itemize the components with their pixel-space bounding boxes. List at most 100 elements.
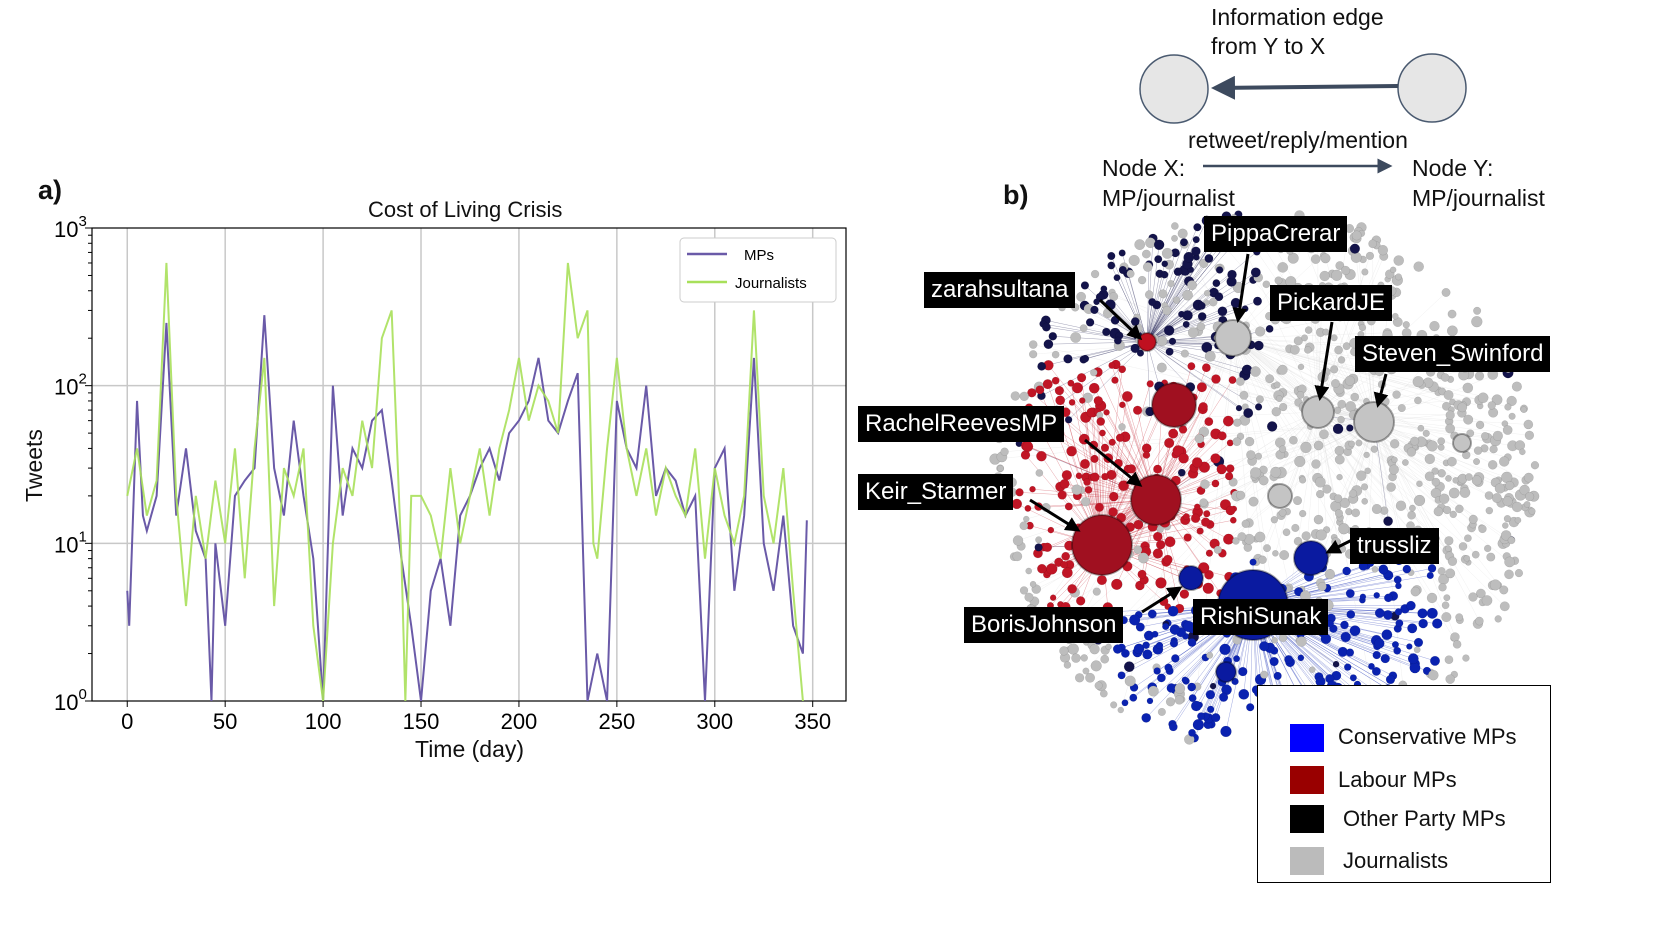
network-node [1445, 674, 1456, 684]
network-node [1340, 265, 1351, 276]
x-tick-label: 200 [501, 709, 538, 734]
network-node [1182, 513, 1190, 521]
network-node [1043, 339, 1054, 350]
network-node [1427, 564, 1437, 573]
network-edge [1146, 341, 1207, 348]
network-node [1075, 472, 1083, 480]
network-node [1133, 519, 1144, 530]
network-node [1429, 655, 1441, 666]
network-node [1438, 583, 1447, 592]
network-node [1235, 404, 1243, 412]
hub-node [1130, 474, 1182, 526]
network-node [1291, 523, 1300, 533]
network-node [1269, 656, 1279, 667]
network-node [1239, 390, 1249, 400]
network-node [1236, 490, 1246, 500]
network-node [1029, 580, 1037, 588]
network-node [1196, 527, 1204, 535]
network-node [1448, 487, 1460, 499]
network-node [1215, 266, 1224, 274]
network-node [1244, 436, 1255, 447]
network-node [1473, 458, 1481, 466]
network-node [1100, 285, 1108, 293]
network-node [1225, 464, 1235, 473]
chart-title: Cost of Living Crisis [368, 197, 563, 222]
network-node [1035, 385, 1045, 395]
network-node [1181, 676, 1189, 684]
network-node [1447, 309, 1457, 319]
network-node [1209, 682, 1217, 690]
network-node [1227, 269, 1237, 280]
network-edge [1232, 337, 1357, 491]
network-node [1407, 653, 1419, 665]
network-node [1319, 270, 1330, 282]
network-node [1249, 558, 1257, 566]
network-node [1182, 320, 1190, 328]
network-node [1263, 544, 1271, 553]
network-node [1100, 654, 1110, 664]
network-node [1113, 274, 1121, 282]
network-node [1235, 377, 1245, 386]
network-node [1084, 485, 1093, 494]
network-node [1258, 555, 1267, 565]
network-node [1051, 376, 1060, 385]
network-node [1174, 683, 1186, 694]
network-node [1343, 663, 1352, 671]
network-node [1250, 366, 1261, 377]
network-node [1363, 451, 1370, 459]
network-node [1197, 712, 1206, 721]
network-node [1389, 266, 1397, 274]
network-node [1504, 556, 1516, 568]
network-node [1437, 469, 1446, 478]
network-node [1499, 585, 1509, 595]
network-node [1350, 251, 1362, 263]
network-node [1092, 587, 1101, 596]
network-node [1037, 361, 1047, 371]
series-line-journalists [126, 262, 804, 701]
network-node [1182, 310, 1193, 321]
network-node [1071, 653, 1081, 663]
network-node [1426, 571, 1434, 580]
network-node [1126, 269, 1135, 278]
network-node [1177, 468, 1186, 477]
network-edge [1303, 243, 1375, 423]
network-node [1015, 488, 1024, 497]
network-node [1155, 577, 1167, 589]
network-node [1123, 661, 1135, 673]
network-node [1345, 401, 1357, 412]
network-node [1505, 480, 1515, 491]
network-node [1413, 646, 1421, 654]
network-node [1288, 435, 1298, 445]
hub-node [1267, 483, 1293, 509]
network-node [1330, 365, 1339, 374]
network-node [1078, 397, 1086, 404]
network-node [1441, 601, 1450, 610]
network-node [1111, 376, 1119, 384]
network-node [1356, 470, 1367, 481]
network-node [1374, 638, 1385, 649]
network-node [1502, 496, 1513, 507]
network-node [1200, 517, 1211, 527]
network-node [1099, 429, 1106, 437]
network-node [1146, 697, 1154, 705]
network-node [1501, 522, 1509, 529]
network-node [1445, 423, 1456, 434]
label-pointer-arrow [1029, 498, 1081, 532]
hub-node [1301, 395, 1335, 429]
network-node [1273, 381, 1281, 389]
network-node [1203, 510, 1211, 518]
network-node [1407, 623, 1418, 634]
network-node [1105, 643, 1112, 651]
network-node [1137, 552, 1149, 564]
network-node [1157, 707, 1166, 717]
network-node [1090, 472, 1100, 482]
network-edge [1275, 411, 1319, 554]
hub-node [1353, 401, 1395, 443]
network-node [1010, 391, 1021, 401]
network-node [1082, 667, 1090, 675]
network-node [1340, 631, 1351, 643]
network-node [1393, 575, 1402, 584]
node-y-type: MP/journalist [1412, 185, 1545, 211]
network-node [1174, 695, 1185, 705]
account-label: Steven_Swinford [1355, 336, 1551, 372]
